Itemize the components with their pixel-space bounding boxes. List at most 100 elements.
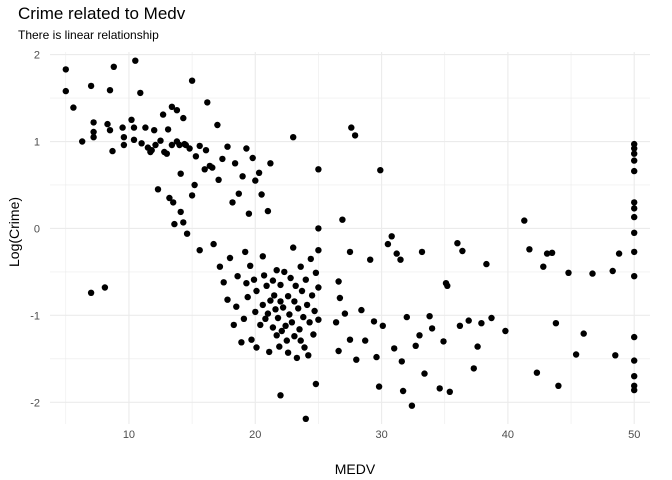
data-point	[391, 345, 398, 352]
data-point	[315, 166, 322, 173]
y-tick-label: -1	[30, 310, 40, 322]
data-point	[290, 134, 297, 141]
data-point	[393, 250, 400, 257]
data-point	[418, 248, 426, 256]
data-point	[224, 143, 231, 150]
data-point	[346, 336, 354, 343]
data-point	[216, 263, 224, 270]
data-point	[159, 111, 167, 118]
data-point	[233, 303, 240, 310]
data-point	[267, 160, 274, 167]
data-point	[291, 333, 298, 340]
data-point	[87, 289, 95, 296]
data-point	[273, 332, 280, 339]
data-point	[243, 280, 250, 287]
data-point	[70, 104, 77, 111]
data-point	[428, 325, 436, 332]
data-point	[291, 298, 298, 305]
data-point	[272, 306, 279, 313]
data-point	[540, 263, 547, 270]
data-point	[188, 192, 196, 199]
data-point	[631, 205, 638, 212]
data-point	[336, 294, 344, 302]
data-point	[263, 282, 270, 289]
data-point	[631, 248, 638, 256]
data-point	[274, 314, 282, 322]
data-point	[296, 326, 303, 333]
data-point	[502, 327, 509, 335]
data-point	[631, 373, 638, 380]
data-point	[238, 339, 245, 346]
data-point	[631, 386, 638, 394]
data-point	[631, 167, 638, 175]
data-point	[332, 319, 340, 326]
data-point	[87, 82, 95, 90]
data-point	[132, 57, 139, 64]
data-point	[259, 301, 266, 309]
data-point	[157, 137, 164, 144]
data-point	[201, 166, 208, 173]
data-point	[235, 190, 242, 197]
data-point	[615, 250, 623, 257]
data-point	[90, 119, 97, 126]
y-axis-label: Log(Crime)	[6, 197, 22, 267]
data-point	[252, 177, 259, 184]
data-point	[284, 293, 292, 300]
data-point	[215, 176, 222, 183]
data-point	[196, 247, 203, 254]
data-point	[307, 255, 314, 263]
data-point	[260, 272, 268, 279]
data-point	[177, 208, 184, 216]
data-point	[168, 141, 176, 149]
data-point	[269, 277, 277, 284]
data-point	[399, 387, 407, 395]
data-point	[315, 316, 322, 323]
data-point	[188, 77, 196, 84]
data-point	[277, 281, 284, 289]
data-point	[130, 136, 138, 143]
data-point	[106, 127, 114, 134]
data-point	[379, 322, 386, 329]
data-point	[315, 225, 322, 232]
data-point	[286, 311, 293, 318]
data-point	[300, 313, 307, 321]
data-point	[154, 186, 162, 193]
data-point	[297, 337, 304, 344]
data-point	[315, 284, 322, 291]
data-point	[243, 145, 250, 152]
x-axis-label: MEDV	[335, 461, 376, 477]
data-point	[312, 380, 320, 388]
data-point	[444, 282, 451, 289]
data-point	[388, 233, 395, 240]
data-point	[412, 342, 419, 349]
data-point	[308, 292, 316, 299]
data-point	[548, 249, 556, 256]
data-point	[204, 99, 211, 106]
data-point	[264, 207, 272, 215]
data-point	[259, 253, 266, 260]
data-point	[281, 268, 288, 276]
data-point	[173, 107, 181, 114]
data-point	[440, 338, 447, 345]
data-point	[252, 308, 259, 316]
data-point	[90, 128, 97, 136]
data-point	[130, 124, 138, 131]
data-point	[421, 370, 428, 377]
data-point	[209, 164, 216, 171]
data-point	[248, 336, 255, 343]
data-point	[533, 369, 541, 376]
data-point	[250, 276, 258, 283]
data-point	[271, 292, 278, 299]
data-point	[264, 310, 272, 317]
chart-subtitle: There is linear relationship	[18, 28, 159, 42]
data-point	[589, 270, 596, 277]
data-point	[398, 358, 405, 365]
data-point	[302, 276, 309, 283]
data-point	[255, 169, 263, 176]
data-point	[631, 229, 638, 236]
data-point	[474, 343, 481, 350]
data-point	[240, 315, 248, 322]
data-point	[358, 306, 365, 314]
data-point	[224, 296, 231, 303]
data-point	[543, 250, 551, 257]
